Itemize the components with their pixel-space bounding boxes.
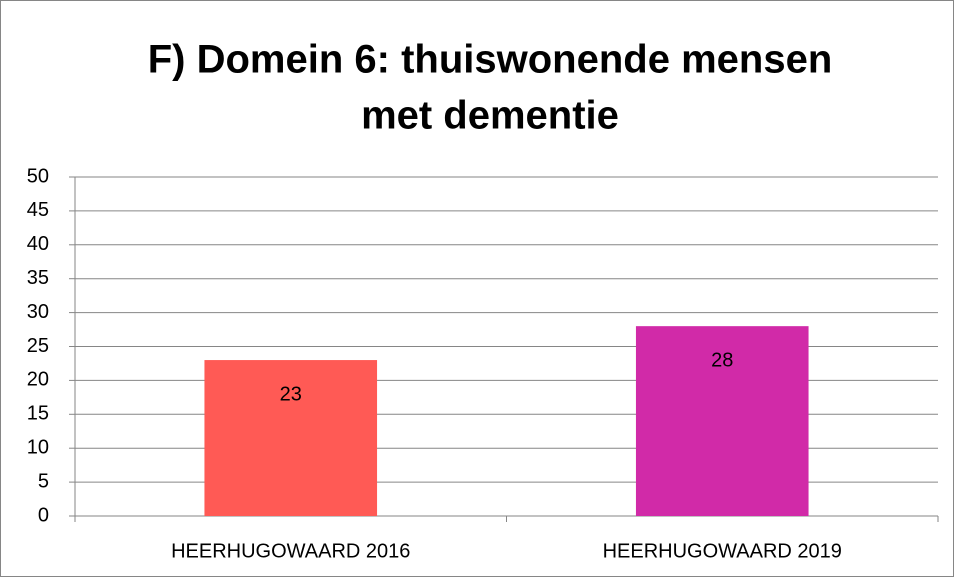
chart-title: met dementie: [361, 94, 619, 138]
y-tick-label: 15: [27, 403, 49, 425]
y-tick-label: 40: [27, 233, 49, 255]
y-tick-label: 35: [27, 267, 49, 289]
data-label: 28: [711, 349, 733, 371]
y-tick-label: 10: [27, 436, 49, 458]
x-tick-label: HEERHUGOWAARD 2019: [603, 540, 842, 562]
y-tick-label: 0: [38, 504, 49, 526]
y-tick-label: 50: [27, 165, 49, 187]
x-tick-label: HEERHUGOWAARD 2016: [171, 540, 410, 562]
y-tick-label: 30: [27, 301, 49, 323]
y-tick-label: 20: [27, 369, 49, 391]
y-tick-label: 45: [27, 199, 49, 221]
bar: [204, 360, 378, 516]
data-label: 23: [280, 383, 302, 405]
bar: [635, 326, 809, 516]
y-tick-label: 5: [38, 470, 49, 492]
y-tick-label: 25: [27, 335, 49, 357]
chart-title: F) Domein 6: thuiswonende mensen: [148, 38, 833, 82]
